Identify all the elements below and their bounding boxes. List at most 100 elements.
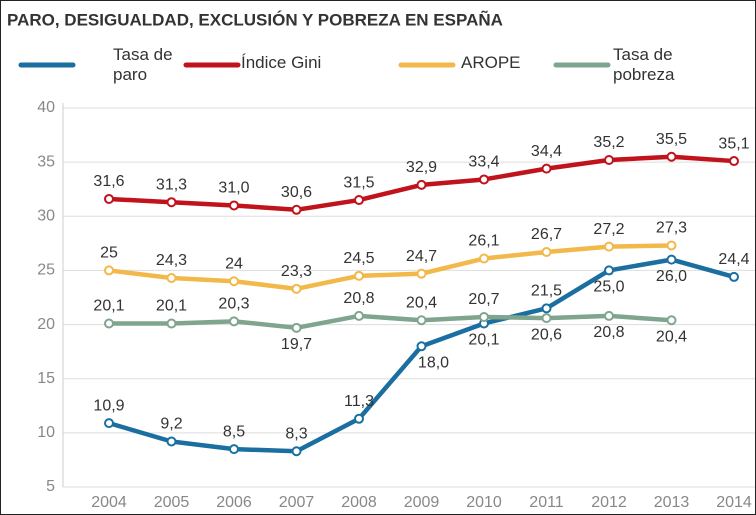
data-label: 26,0 — [656, 268, 687, 285]
point — [666, 240, 677, 251]
point — [166, 197, 177, 208]
point — [666, 315, 677, 326]
point — [541, 313, 552, 324]
data-label: 35,2 — [593, 134, 624, 151]
data-label: 31,3 — [156, 176, 187, 193]
data-label: 18,0 — [418, 354, 449, 371]
y-tick-label: 25 — [37, 262, 55, 279]
y-tick-label: 30 — [37, 208, 55, 225]
legend-label: Tasa de pobreza — [613, 45, 675, 84]
point — [104, 193, 114, 204]
data-label: 33,4 — [468, 154, 499, 171]
data-label: 20,6 — [531, 326, 562, 343]
point — [229, 316, 239, 327]
x-tick-label: 2006 — [216, 494, 252, 511]
point — [166, 436, 177, 447]
x-tick-label: 2005 — [154, 494, 190, 511]
y-tick-label: 35 — [37, 153, 55, 170]
x-tick-label: 2008 — [341, 494, 377, 511]
data-label: 24,7 — [406, 248, 437, 265]
data-label: 21,5 — [531, 283, 562, 300]
data-label: 20,3 — [218, 296, 249, 313]
point — [666, 254, 677, 265]
data-label: 20,4 — [656, 328, 687, 345]
data-label: 24,3 — [156, 252, 187, 269]
point — [416, 268, 427, 279]
point — [479, 311, 489, 322]
data-label: 11,3 — [344, 393, 374, 410]
data-label: 20,1 — [468, 332, 499, 349]
data-label: 31,6 — [93, 173, 124, 190]
data-label: 20,1 — [93, 298, 124, 315]
x-tick-label: 2007 — [279, 494, 315, 511]
data-label: 8,3 — [285, 425, 307, 442]
data-label: 8,5 — [223, 423, 245, 440]
point — [541, 303, 552, 314]
point — [604, 241, 614, 252]
point — [479, 253, 489, 264]
point — [604, 310, 614, 321]
data-label: 27,2 — [593, 221, 624, 238]
point — [291, 283, 302, 294]
point — [104, 265, 114, 276]
point — [229, 444, 239, 455]
point — [729, 271, 739, 282]
point — [229, 200, 239, 211]
point — [291, 446, 302, 457]
data-label: 20,4 — [406, 294, 437, 311]
series-line — [109, 313, 672, 331]
point — [354, 413, 364, 424]
data-label: 25,0 — [593, 279, 624, 296]
data-label: 34,4 — [531, 143, 562, 160]
point — [354, 310, 364, 321]
data-label: 20,8 — [593, 324, 624, 341]
series-line — [108, 243, 672, 292]
data-label: 20,7 — [468, 291, 499, 308]
data-label: 20,1 — [156, 298, 187, 315]
x-tick-label: 2011 — [529, 494, 564, 511]
x-tick-label: 2009 — [404, 494, 440, 511]
point — [291, 322, 302, 333]
y-tick-label: 15 — [37, 370, 55, 387]
point — [541, 247, 552, 258]
legend-label: Índice Gini — [241, 53, 322, 72]
x-tick-label: 2013 — [654, 494, 690, 511]
data-label: 27,3 — [656, 220, 687, 237]
legend-label: Tasa de paro — [113, 45, 173, 84]
point — [166, 273, 177, 284]
y-tick-label: 10 — [37, 424, 55, 441]
point — [666, 151, 677, 162]
data-label: 9,2 — [160, 416, 182, 433]
x-tick-label: 2014 — [716, 494, 752, 511]
data-label: 30,6 — [281, 184, 312, 201]
data-label: 31,0 — [218, 180, 249, 197]
legend-label: AROPE — [461, 53, 521, 72]
point — [416, 179, 427, 190]
data-label: 24,4 — [718, 251, 749, 268]
data-label: 31,5 — [343, 174, 374, 191]
point — [416, 315, 427, 326]
data-label: 24,5 — [343, 250, 374, 267]
point — [166, 318, 177, 329]
point — [104, 318, 114, 329]
point — [104, 418, 114, 429]
x-tick-label: 2010 — [466, 494, 502, 511]
data-label: 32,9 — [406, 159, 437, 176]
data-label: 35,1 — [718, 135, 749, 152]
data-label: 20,8 — [343, 290, 374, 307]
point — [604, 265, 614, 276]
point — [604, 154, 614, 165]
data-label: 35,5 — [656, 131, 687, 148]
data-label: 24 — [225, 255, 243, 272]
point — [729, 156, 739, 167]
x-tick-label: 2004 — [91, 494, 127, 511]
point — [416, 341, 427, 352]
data-label: 19,7 — [281, 336, 312, 353]
y-tick-label: 40 — [37, 99, 55, 116]
data-label: 25 — [100, 245, 118, 262]
data-label: 26,1 — [468, 233, 499, 250]
data-label: 10,9 — [93, 397, 124, 414]
x-tick-label: 2012 — [591, 494, 627, 511]
